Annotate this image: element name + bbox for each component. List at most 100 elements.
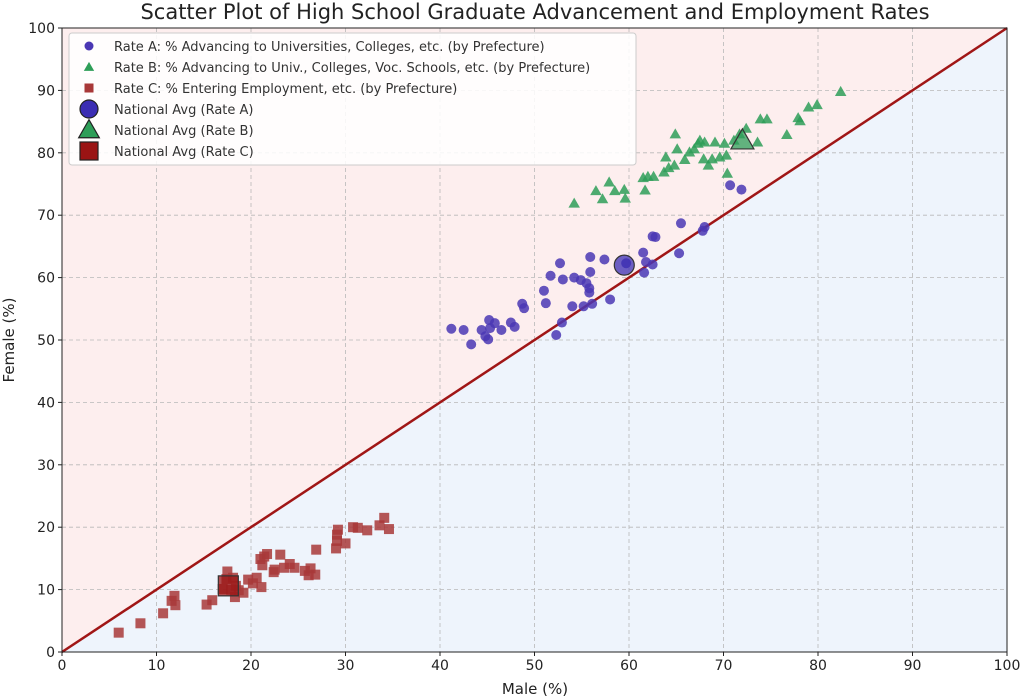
data-point-triangle	[603, 176, 615, 187]
data-point-circle	[599, 254, 610, 265]
legend-marker-square	[79, 141, 99, 161]
data-point-circle	[736, 184, 747, 195]
data-point-square	[238, 587, 249, 598]
data-point-triangle	[647, 170, 660, 181]
data-point-square	[352, 522, 363, 533]
data-point-triangle	[609, 185, 621, 196]
y-tick-label: 40	[37, 395, 55, 411]
data-point-square	[332, 524, 343, 535]
data-point-triangle	[794, 115, 806, 126]
data-point-circle	[466, 339, 477, 350]
data-point-circle	[509, 321, 520, 332]
national-average-marker	[729, 127, 755, 150]
legend-marker-triangle	[83, 61, 95, 71]
y-tick-label: 100	[28, 21, 55, 37]
legend-label: National Avg (Rate B)	[114, 124, 254, 139]
legend-label: Rate B: % Advancing to Univ., Colleges, …	[114, 61, 590, 76]
data-point-square	[257, 560, 268, 571]
data-point-circle	[556, 317, 567, 328]
legend-box	[68, 32, 637, 166]
data-point-circle	[540, 298, 551, 309]
data-point-circle	[650, 232, 661, 243]
data-point-circle	[639, 267, 650, 278]
data-point-square	[135, 618, 146, 629]
data-point-square	[201, 599, 212, 610]
y-tick-label: 60	[37, 271, 55, 287]
x-tick-label: 30	[337, 658, 355, 674]
data-point-square	[383, 524, 394, 535]
data-point-circle	[567, 301, 578, 312]
legend-marker-square	[84, 83, 94, 93]
data-point-triangle	[751, 136, 764, 147]
data-point-triangle	[697, 153, 710, 164]
data-point-circle	[446, 323, 457, 334]
data-point-triangle	[709, 136, 721, 147]
x-tick-label: 90	[904, 658, 922, 674]
y-tick-label: 80	[37, 146, 55, 162]
y-tick-label: 90	[37, 83, 55, 99]
data-point-square	[305, 563, 316, 574]
legend: Rate A: % Advancing to Universities, Col…	[68, 32, 637, 166]
legend-label: Rate C: % Entering Employment, etc. (by …	[114, 82, 457, 97]
data-point-triangle	[718, 137, 731, 148]
data-point-square	[247, 578, 258, 589]
data-point-square	[379, 512, 390, 523]
data-point-circle	[584, 287, 595, 298]
x-tick-label: 0	[58, 658, 67, 674]
x-axis-label: Male (%)	[502, 680, 568, 697]
data-point-triangle	[834, 85, 847, 96]
legend-marker-circle	[84, 41, 94, 51]
data-point-triangle	[618, 183, 631, 194]
data-point-square	[303, 570, 314, 581]
data-point-triangle	[596, 193, 609, 204]
data-point-square	[362, 525, 373, 536]
data-point-square	[158, 608, 169, 619]
data-point-triangle	[688, 143, 700, 154]
data-point-circle	[675, 218, 686, 229]
data-point-triangle	[720, 149, 733, 160]
y-axis-label: Female (%)	[0, 298, 18, 383]
data-point-circle	[674, 248, 685, 259]
data-point-triangle	[619, 192, 631, 203]
data-point-triangle	[702, 159, 715, 170]
data-point-circle	[647, 259, 658, 270]
data-point-square	[169, 590, 180, 601]
x-tick-label: 60	[620, 658, 638, 674]
data-point-triangle	[721, 167, 734, 178]
national-average-marker	[217, 575, 239, 597]
data-point-square	[251, 572, 262, 583]
data-point-circle	[519, 303, 530, 314]
y-tick-label: 10	[37, 583, 55, 599]
x-tick-label: 40	[431, 658, 449, 674]
data-point-square	[331, 543, 342, 554]
data-point-triangle	[668, 159, 681, 170]
data-point-triangle	[669, 128, 682, 139]
y-tick-label: 50	[37, 333, 55, 349]
data-point-circle	[483, 334, 494, 345]
data-point-square	[256, 582, 267, 593]
legend-marker-circle	[79, 99, 99, 119]
data-point-circle	[699, 222, 710, 233]
data-point-triangle	[639, 184, 651, 195]
data-point-triangle	[811, 99, 823, 110]
data-point-circle	[458, 325, 469, 336]
legend-marker-triangle	[77, 118, 101, 139]
data-point-square	[310, 569, 321, 580]
data-point-triangle	[679, 153, 691, 164]
data-point-circle	[545, 270, 556, 281]
data-point-square	[170, 600, 181, 611]
x-tick-label: 70	[715, 658, 733, 674]
data-point-triangle	[660, 151, 672, 162]
data-point-square	[229, 592, 240, 603]
data-point-circle	[587, 298, 598, 309]
data-point-triangle	[590, 185, 602, 196]
legend-label: National Avg (Rate A)	[114, 103, 254, 118]
data-point-square	[331, 535, 342, 546]
y-tick-label: 70	[37, 208, 55, 224]
data-point-circle	[496, 325, 507, 336]
data-point-square	[289, 562, 300, 573]
chart-title: Scatter Plot of High School Graduate Adv…	[140, 0, 929, 24]
data-point-triangle	[568, 197, 580, 208]
legend-label: Rate A: % Advancing to Universities, Col…	[114, 40, 545, 55]
